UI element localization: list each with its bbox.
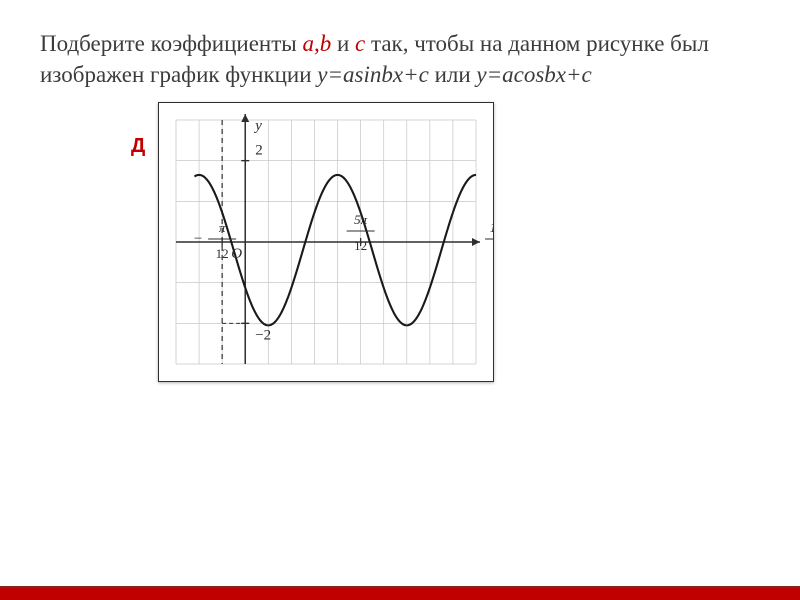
- svg-text:O: O: [231, 246, 242, 262]
- title-coef-c: c: [355, 31, 365, 56]
- title-text-4: или: [429, 62, 477, 87]
- svg-text:−: −: [194, 231, 202, 247]
- svg-text:y: y: [253, 118, 262, 134]
- svg-text:12: 12: [493, 246, 494, 261]
- graph-container: y O 2 −2 − π 12 5π 12 11π 12: [158, 102, 760, 387]
- svg-text:12: 12: [354, 238, 367, 253]
- title-fn2: y=acosbx+c: [476, 62, 591, 87]
- title-fn1: y=asinbx+c: [317, 62, 429, 87]
- svg-text:2: 2: [255, 143, 263, 159]
- title-coef-ab: a,b: [302, 31, 331, 56]
- slide-title: Подберите коэффициенты a,b и c так, чтоб…: [40, 28, 760, 90]
- title-text-2: и: [331, 31, 355, 56]
- svg-text:12: 12: [216, 246, 229, 261]
- svg-text:11π: 11π: [490, 220, 494, 235]
- svg-text:5π: 5π: [354, 212, 368, 227]
- attachment-placeholder-icon: Д: [131, 135, 145, 158]
- slide-footer-bar: [0, 586, 800, 600]
- svg-text:−2: −2: [255, 327, 271, 343]
- title-text-1: Подберите коэффициенты: [40, 31, 302, 56]
- svg-text:π: π: [219, 220, 226, 235]
- function-graph: y O 2 −2 − π 12 5π 12 11π 12: [158, 102, 494, 382]
